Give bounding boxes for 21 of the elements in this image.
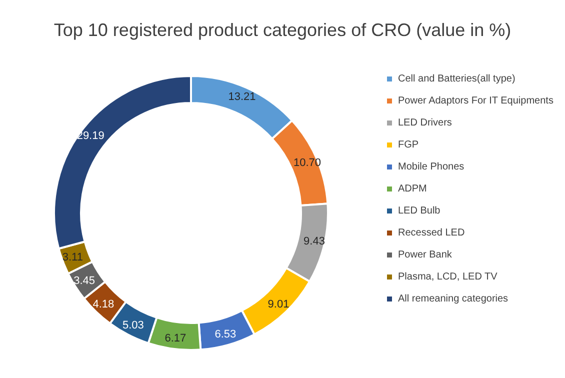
- data-label: 9.43: [304, 236, 325, 248]
- legend-label: Cell and Batteries(all type): [398, 74, 516, 84]
- legend-label: LED Drivers: [398, 118, 452, 128]
- data-label: 3.45: [74, 274, 95, 287]
- data-label: 6.53: [214, 328, 236, 341]
- legend-label: Recessed LED: [398, 228, 465, 238]
- data-label: 4.18: [92, 298, 114, 310]
- legend-label: All remeaning categories: [398, 294, 508, 304]
- data-label: 3.11: [62, 252, 83, 264]
- legend-label: Plasma, LCD, LED TV: [398, 272, 498, 282]
- legend-label: Mobile Phones: [398, 162, 464, 172]
- data-label: 9.01: [268, 298, 290, 310]
- data-label: 5.03: [122, 320, 144, 332]
- legend-label: Power Adaptors For IT Equipments: [398, 96, 554, 106]
- data-label: 6.17: [164, 332, 186, 345]
- data-label: 13.21: [228, 91, 256, 104]
- legend-label: ADPM: [398, 184, 427, 194]
- chart-title: Top 10 registered product categories of CRO (value in %): [54, 20, 512, 40]
- legend-label: FGP: [398, 140, 419, 150]
- legend-label: LED Bulb: [398, 206, 441, 216]
- legend-label: Power Bank: [398, 250, 453, 260]
